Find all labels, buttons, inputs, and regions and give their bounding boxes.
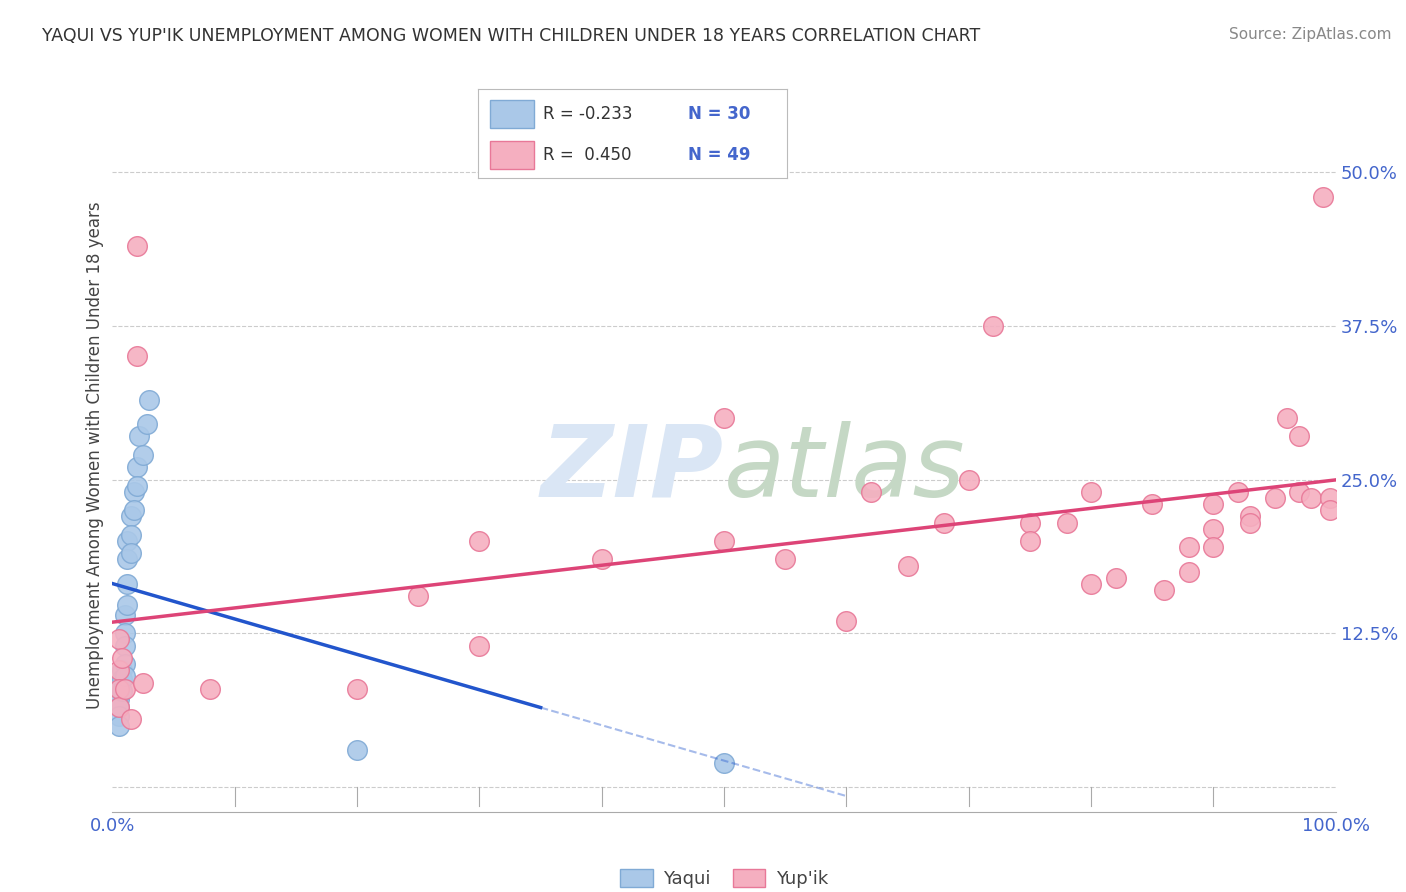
Point	[408, 590, 430, 604]
Point	[132, 675, 155, 690]
Point	[1275, 411, 1298, 425]
Point	[120, 528, 142, 542]
Point	[1264, 491, 1286, 505]
Point	[468, 639, 491, 653]
Point	[1018, 534, 1040, 549]
Point	[124, 484, 146, 499]
Point	[1226, 484, 1249, 499]
Point	[1178, 565, 1201, 579]
Point	[138, 392, 160, 407]
Legend: Yaqui, Yup'ik: Yaqui, Yup'ik	[613, 862, 835, 892]
Point	[957, 473, 980, 487]
Point	[114, 657, 136, 671]
Point	[115, 534, 138, 549]
Point	[1202, 522, 1225, 536]
Text: YAQUI VS YUP'IK UNEMPLOYMENT AMONG WOMEN WITH CHILDREN UNDER 18 YEARS CORRELATIO: YAQUI VS YUP'IK UNEMPLOYMENT AMONG WOMEN…	[42, 27, 980, 45]
Point	[1288, 429, 1310, 443]
Point	[1239, 509, 1261, 524]
Point	[1202, 540, 1225, 554]
Text: Source: ZipAtlas.com: Source: ZipAtlas.com	[1229, 27, 1392, 42]
FancyBboxPatch shape	[491, 141, 534, 169]
Point	[128, 429, 150, 443]
Point	[1142, 497, 1164, 511]
Point	[1239, 516, 1261, 530]
Point	[346, 681, 368, 696]
Point	[591, 552, 613, 566]
Point	[713, 534, 735, 549]
Point	[107, 681, 129, 696]
Point	[1288, 484, 1310, 499]
Text: R = -0.233: R = -0.233	[543, 105, 633, 123]
Point	[125, 239, 148, 253]
Point	[107, 681, 129, 696]
Point	[114, 639, 136, 653]
Text: ZIP: ZIP	[541, 421, 724, 517]
Point	[114, 681, 136, 696]
Point	[120, 509, 142, 524]
Point	[107, 691, 129, 706]
Point	[111, 663, 134, 677]
Point	[107, 663, 129, 677]
Point	[115, 598, 138, 612]
Point	[125, 460, 148, 475]
Point	[1301, 491, 1323, 505]
Text: R =  0.450: R = 0.450	[543, 146, 631, 164]
Point	[1319, 503, 1341, 517]
Y-axis label: Unemployment Among Women with Children Under 18 years: Unemployment Among Women with Children U…	[86, 201, 104, 709]
Point	[1104, 571, 1126, 585]
Point	[934, 516, 956, 530]
FancyBboxPatch shape	[491, 100, 534, 128]
Point	[1056, 516, 1078, 530]
Point	[125, 478, 148, 492]
Point	[1202, 497, 1225, 511]
Point	[132, 448, 155, 462]
Point	[107, 700, 129, 714]
Text: N = 49: N = 49	[689, 146, 751, 164]
Point	[1319, 491, 1341, 505]
Point	[713, 411, 735, 425]
Point	[111, 684, 134, 698]
Point	[114, 626, 136, 640]
Point	[981, 318, 1004, 333]
Point	[120, 713, 142, 727]
Point	[107, 632, 129, 647]
Point	[713, 756, 735, 770]
Point	[114, 669, 136, 683]
Point	[1080, 484, 1102, 499]
Point	[897, 558, 920, 573]
Point	[775, 552, 797, 566]
Point	[115, 577, 138, 591]
Point	[125, 350, 148, 364]
Point	[1080, 577, 1102, 591]
Point	[835, 614, 858, 628]
Point	[114, 607, 136, 622]
Point	[107, 708, 129, 723]
Point	[1312, 189, 1334, 203]
Text: N = 30: N = 30	[689, 105, 751, 123]
Point	[1178, 540, 1201, 554]
Point	[1153, 583, 1175, 598]
Text: atlas: atlas	[724, 421, 966, 517]
Point	[111, 672, 134, 686]
Point	[115, 552, 138, 566]
Point	[200, 681, 222, 696]
Point	[1018, 516, 1040, 530]
Point	[107, 718, 129, 732]
Point	[346, 743, 368, 757]
Point	[120, 546, 142, 560]
Point	[468, 534, 491, 549]
Point	[124, 503, 146, 517]
Point	[111, 651, 134, 665]
Point	[135, 417, 157, 432]
Point	[107, 700, 129, 714]
Point	[859, 484, 882, 499]
